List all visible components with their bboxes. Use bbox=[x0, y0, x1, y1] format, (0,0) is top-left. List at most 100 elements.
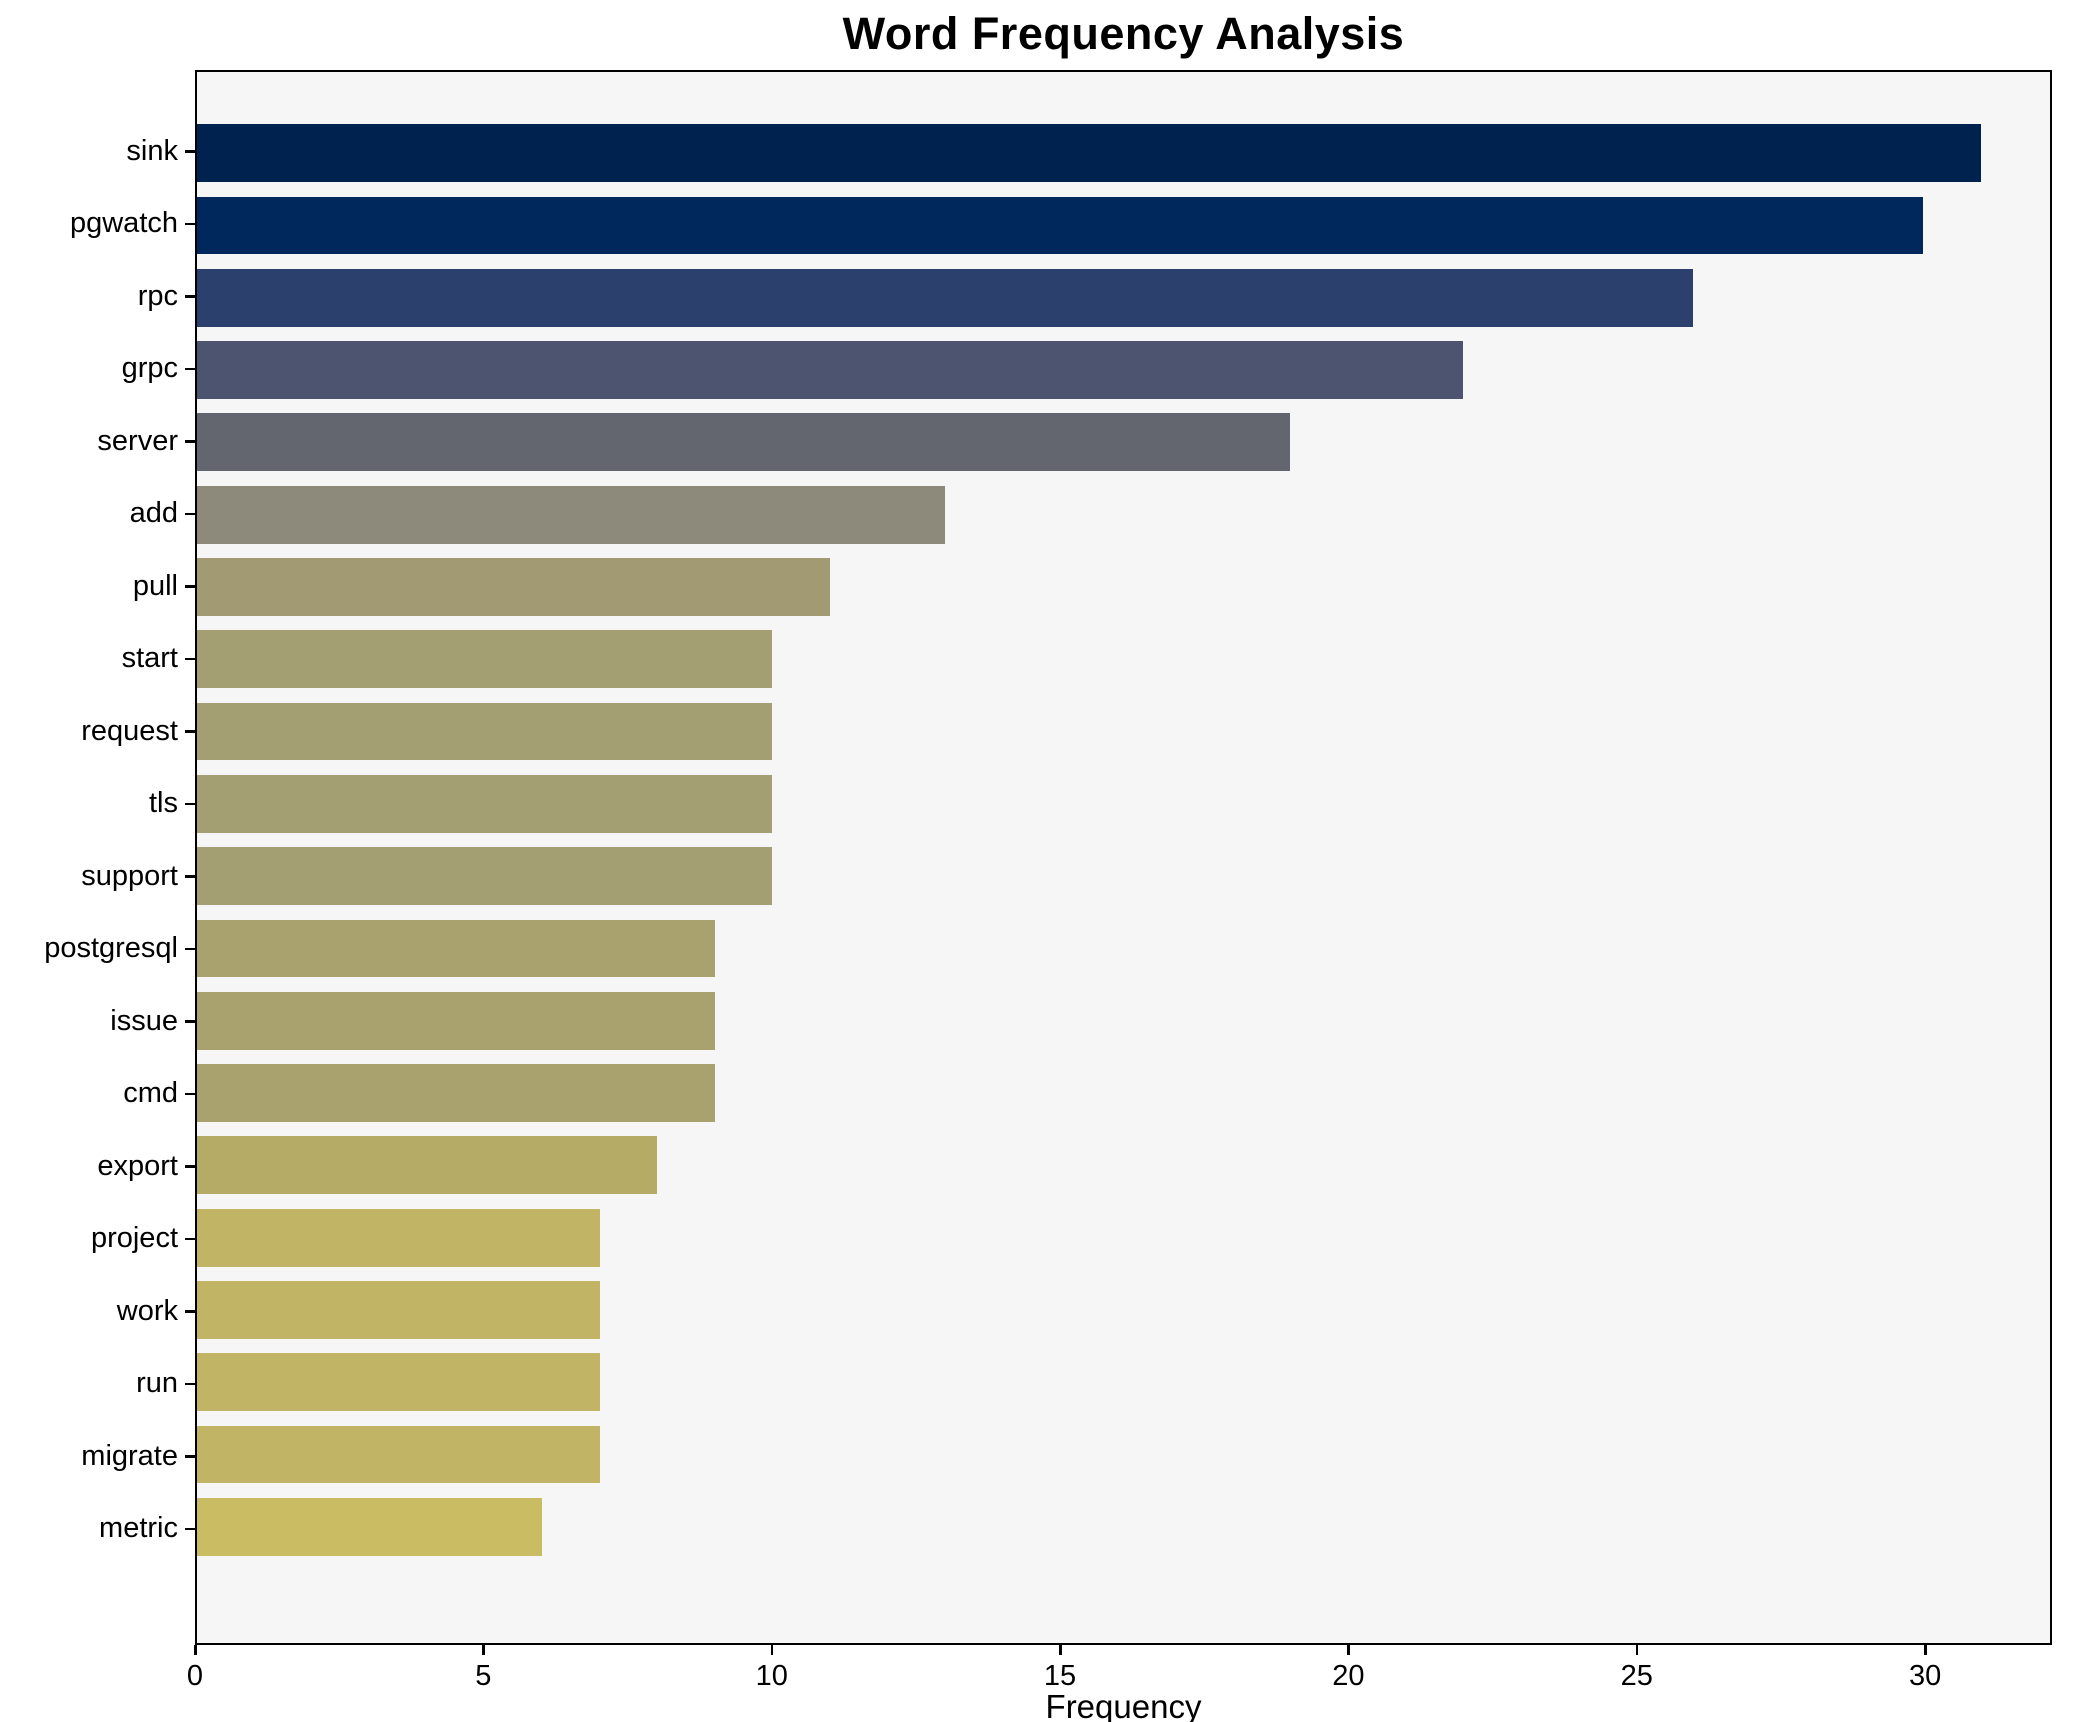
y-tick-mark bbox=[185, 802, 195, 806]
y-tick-mark bbox=[185, 150, 195, 153]
y-tick-label: issue bbox=[110, 1004, 178, 1037]
bar bbox=[197, 341, 1464, 399]
y-tick-label: tls bbox=[149, 787, 178, 820]
y-tick-label: grpc bbox=[121, 352, 178, 385]
bar-row bbox=[197, 1129, 2050, 1201]
y-tick-label: project bbox=[90, 1222, 178, 1255]
x-tick-label: 20 bbox=[1332, 1660, 1365, 1692]
bar bbox=[197, 124, 1981, 183]
bar bbox=[197, 847, 773, 906]
y-tick-mark bbox=[185, 512, 195, 516]
bar bbox=[197, 558, 830, 616]
y-tick-mark bbox=[185, 947, 195, 951]
bar bbox=[197, 1281, 600, 1339]
bar-row bbox=[197, 623, 2050, 695]
bar-row bbox=[197, 1491, 2050, 1563]
bar-row bbox=[197, 189, 2050, 261]
bar-row bbox=[197, 985, 2050, 1057]
bar bbox=[197, 268, 1694, 327]
y-tick-mark bbox=[185, 1527, 195, 1531]
y-tick-mark bbox=[185, 222, 195, 226]
y-tick-label: export bbox=[97, 1149, 178, 1182]
bar-row bbox=[197, 1418, 2050, 1490]
y-tick-mark bbox=[185, 875, 195, 878]
y-tick-mark bbox=[185, 730, 195, 733]
y-tick-mark bbox=[185, 657, 195, 661]
y-tick-label: start bbox=[121, 642, 178, 675]
bar bbox=[197, 1136, 658, 1195]
y-tick-label: server bbox=[97, 424, 178, 457]
y-tick-label: work bbox=[116, 1294, 178, 1327]
y-tick-mark bbox=[185, 1165, 195, 1168]
plot-area bbox=[195, 70, 2052, 1645]
bar-row bbox=[197, 840, 2050, 912]
bar-row bbox=[197, 1346, 2050, 1418]
chart-title: Word Frequency Analysis bbox=[842, 8, 1405, 59]
y-tick-mark bbox=[185, 1455, 195, 1458]
y-tick-mark bbox=[185, 585, 195, 588]
bar-row bbox=[197, 1202, 2050, 1274]
bar bbox=[197, 196, 1924, 255]
x-tick-label: 0 bbox=[186, 1660, 204, 1692]
y-tick-mark bbox=[185, 1310, 195, 1313]
bar-row bbox=[197, 406, 2050, 478]
x-tick-mark bbox=[482, 1645, 485, 1655]
bar bbox=[197, 991, 715, 1050]
bar bbox=[197, 702, 773, 761]
x-tick-mark bbox=[1347, 1645, 1350, 1655]
bar bbox=[197, 413, 1291, 472]
y-tick-mark bbox=[185, 1237, 195, 1241]
bar-row bbox=[197, 334, 2050, 406]
x-tick-label: 10 bbox=[755, 1660, 788, 1692]
y-tick-mark bbox=[185, 440, 195, 443]
y-tick-label: sink bbox=[126, 134, 178, 167]
bar bbox=[197, 1064, 715, 1122]
x-tick-label: 5 bbox=[475, 1660, 492, 1692]
y-tick-label: request bbox=[81, 714, 178, 747]
x-axis-title: Frequency bbox=[1045, 1688, 1202, 1722]
y-tick-mark bbox=[185, 295, 195, 298]
bar-row bbox=[197, 551, 2050, 623]
y-tick-label: run bbox=[136, 1367, 178, 1400]
y-tick-mark bbox=[185, 1020, 195, 1023]
bar-row bbox=[197, 912, 2050, 984]
bar bbox=[197, 630, 773, 689]
y-tick-label: pgwatch bbox=[69, 207, 178, 240]
y-tick-label: rpc bbox=[137, 279, 178, 312]
x-tick-mark bbox=[1924, 1645, 1927, 1655]
x-tick-mark bbox=[194, 1645, 197, 1655]
bar-row bbox=[197, 768, 2050, 840]
x-tick-mark bbox=[1635, 1645, 1639, 1655]
y-axis-labels: sink pgwatch rpc grpc server add pull start requ… bbox=[0, 115, 178, 1565]
bar bbox=[197, 1497, 543, 1556]
bar-row bbox=[197, 695, 2050, 767]
bar bbox=[197, 1353, 600, 1412]
x-tick-label: 15 bbox=[1043, 1660, 1077, 1692]
y-tick-label: postgresql bbox=[44, 932, 178, 965]
bar-row bbox=[197, 117, 2050, 189]
bar bbox=[197, 485, 946, 544]
x-tick-label: 25 bbox=[1620, 1660, 1653, 1692]
y-tick-label: add bbox=[129, 497, 178, 530]
x-tick-mark bbox=[1059, 1645, 1062, 1655]
bar bbox=[197, 1208, 600, 1267]
y-tick-label: pull bbox=[132, 569, 178, 602]
bar-row bbox=[197, 1274, 2050, 1346]
bar-row bbox=[197, 1057, 2050, 1129]
y-tick-mark bbox=[185, 367, 195, 371]
x-tick-label: 30 bbox=[1908, 1660, 1942, 1692]
y-tick-mark bbox=[185, 1382, 195, 1386]
bars-container bbox=[197, 117, 2050, 1563]
y-tick-label: support bbox=[81, 859, 178, 892]
y-tick-label: metric bbox=[99, 1512, 178, 1545]
bar bbox=[197, 919, 715, 978]
y-tick-label: migrate bbox=[81, 1439, 178, 1472]
y-tick-mark bbox=[185, 1092, 195, 1096]
bar bbox=[197, 1425, 600, 1484]
bar-row bbox=[197, 479, 2050, 551]
bar bbox=[197, 774, 773, 833]
x-tick-mark bbox=[770, 1645, 774, 1655]
bar-row bbox=[197, 262, 2050, 334]
y-tick-label: cmd bbox=[123, 1077, 178, 1110]
